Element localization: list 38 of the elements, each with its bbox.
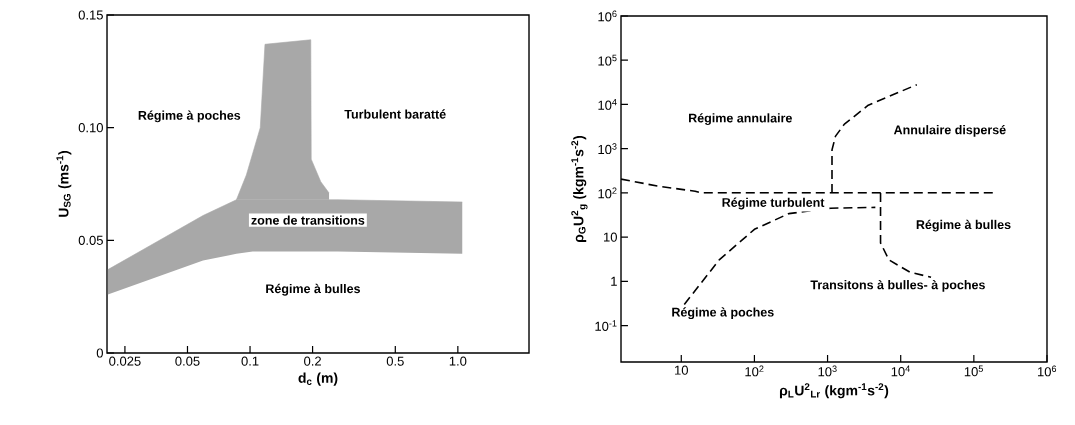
annotation: Régime à bulles <box>916 219 1011 232</box>
annotation: Turbulent baratté <box>344 109 446 119</box>
x-tick-label: 0.5 <box>386 356 404 366</box>
x-tick-label: 10$^{5}$ <box>964 365 983 377</box>
annotation: Régime turbulent <box>722 197 825 210</box>
x-tick-label: 1.0 <box>449 356 467 366</box>
x-tick-label: 0.025 <box>109 356 141 366</box>
x-tick-label: 0.1 <box>241 356 259 366</box>
y-tick-label: 10$^{3}$ <box>598 143 617 155</box>
y-tick-label: 1 <box>611 276 617 286</box>
x-tick-label: 10$^{4}$ <box>891 365 910 377</box>
x-tick-label: 10 <box>675 365 688 375</box>
y-tick-label: 10 <box>604 232 617 242</box>
y-tick-label: 10$^{2}$ <box>598 187 617 199</box>
y-tick-label: 0.05 <box>78 235 103 245</box>
text: ρ$_{G}$U$^{2}$$_{g}$ (kgm$^{-1}$s$^{-2}$) <box>571 135 588 242</box>
annotation: Régime à poches <box>672 307 774 320</box>
y-axis-title: U$_{SG}$ (ms$^{-1}$) <box>56 150 72 217</box>
y-tick-label: 10$^{-1}$ <box>595 320 617 331</box>
annotation: zone de transitions <box>251 215 365 225</box>
annotation: Régime à bulles <box>266 283 361 296</box>
y-tick-label: 10$^{4}$ <box>598 99 617 110</box>
y-tick-label: 0 <box>96 348 103 358</box>
y-tick-label: 0.15 <box>78 10 103 20</box>
y-tick-label: 10$^{6}$ <box>598 10 617 22</box>
x-axis-title: d$_{c}$ (m) <box>298 372 338 386</box>
x-tick-label: 10$^{3}$ <box>818 365 837 377</box>
y-tick-label: 10$^{5}$ <box>598 54 617 66</box>
y-tick-label: 0.10 <box>78 123 103 133</box>
annotation: Régime annulaire <box>689 113 792 126</box>
x-tick-label: 10$^{2}$ <box>745 365 764 377</box>
annotation: Annulaire dispersé <box>893 124 1006 137</box>
text: ρ$_{L}$U$^{2}$$_{Lr}$ (kgm$^{-1}$s$^{-2}$) <box>779 383 889 399</box>
annotation: Régime à poches <box>138 110 241 123</box>
annotation: Transitons à bulles- à poches <box>810 279 985 292</box>
x-tick-label: 10$^{6}$ <box>1037 365 1057 377</box>
x-tick-label: 0.2 <box>304 356 321 366</box>
x-tick-label: 0.05 <box>175 356 200 366</box>
